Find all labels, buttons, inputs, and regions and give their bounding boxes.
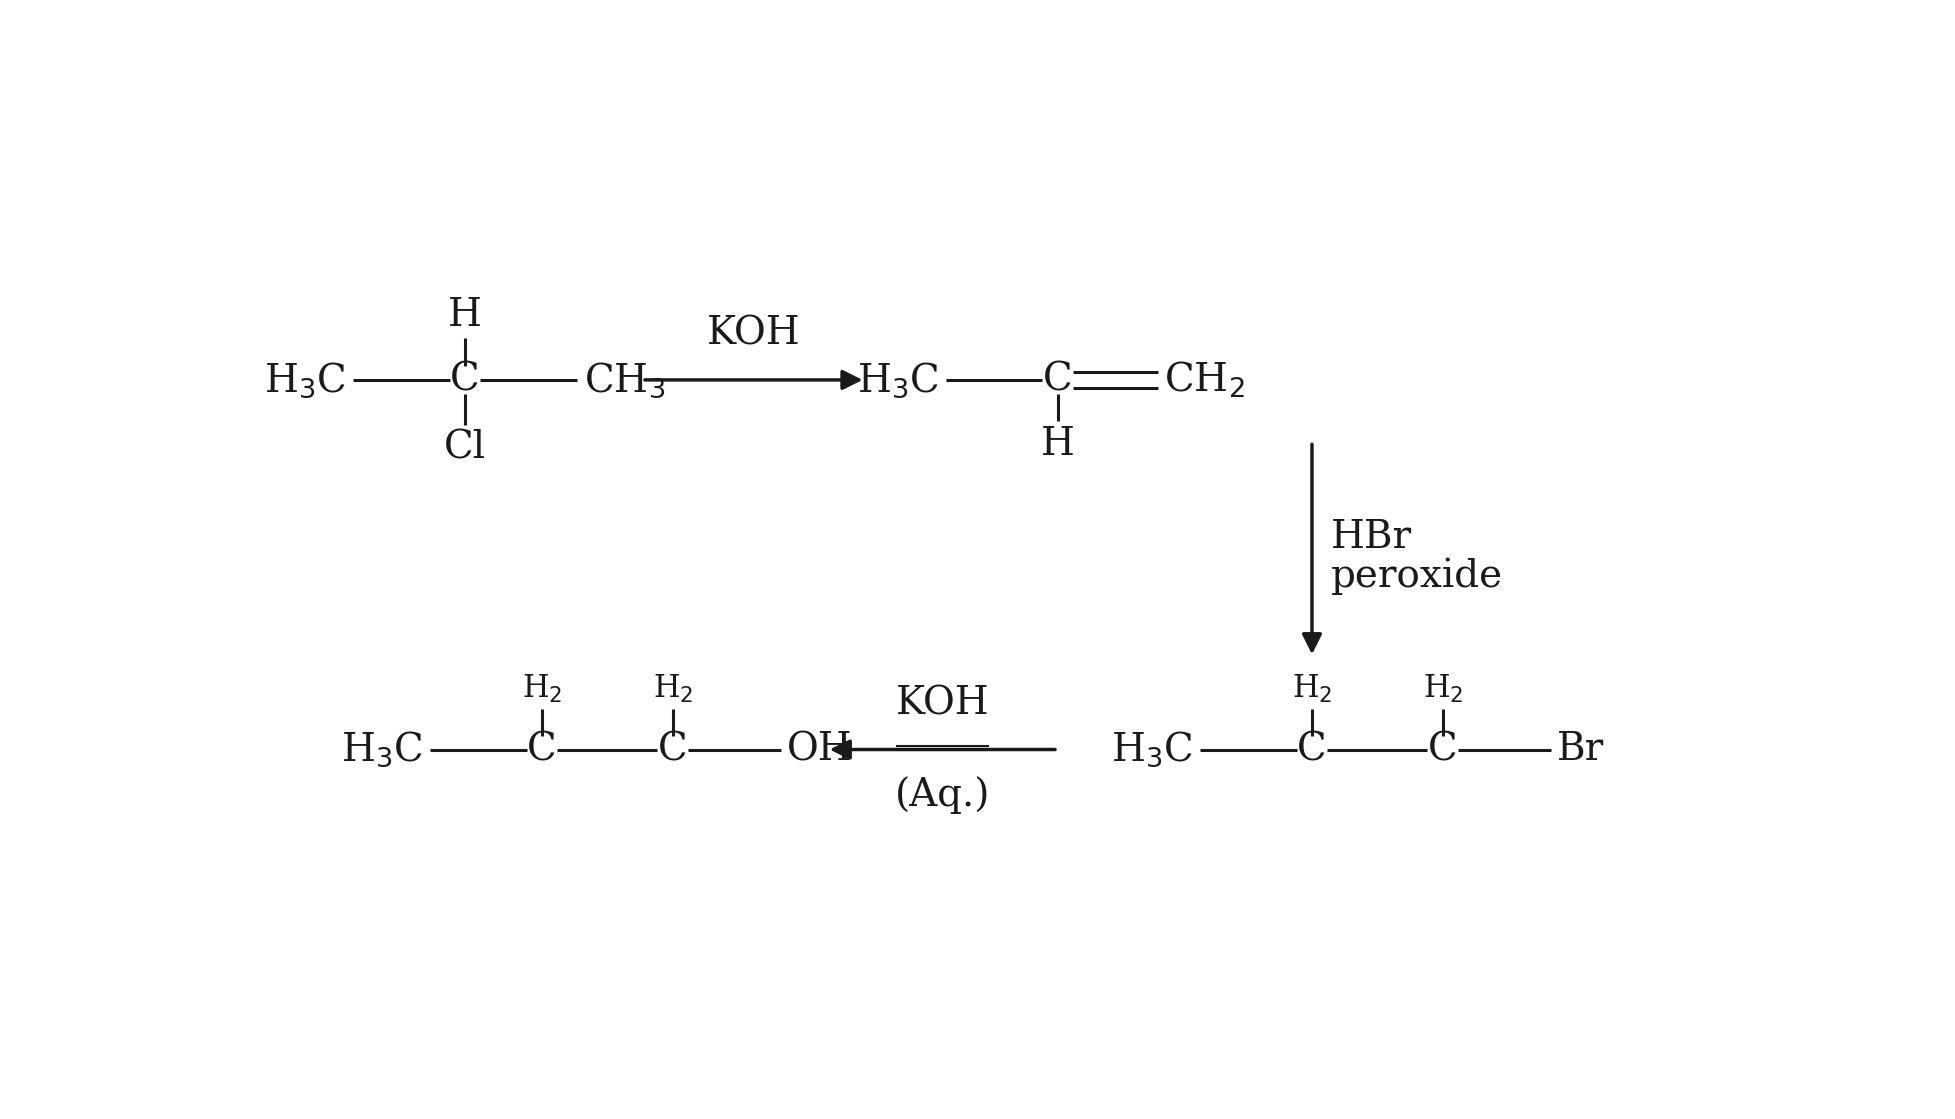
Text: C: C bbox=[528, 731, 557, 768]
Text: KOH: KOH bbox=[706, 316, 800, 352]
Text: C: C bbox=[450, 361, 479, 398]
Text: KOH: KOH bbox=[895, 686, 989, 723]
Text: C: C bbox=[1042, 361, 1071, 398]
Text: C: C bbox=[1427, 731, 1456, 768]
Text: C: C bbox=[1296, 731, 1325, 768]
Text: H$_3$C: H$_3$C bbox=[340, 730, 422, 769]
Text: Cl: Cl bbox=[444, 430, 485, 467]
Text: H: H bbox=[448, 297, 481, 333]
Text: H: H bbox=[1040, 426, 1075, 463]
Text: C: C bbox=[657, 731, 688, 768]
Text: OH: OH bbox=[786, 731, 852, 768]
Text: H$_3$C: H$_3$C bbox=[1110, 730, 1193, 769]
Text: HBr: HBr bbox=[1331, 519, 1412, 556]
Text: H$_2$: H$_2$ bbox=[1421, 673, 1462, 705]
Text: (Aq.): (Aq.) bbox=[893, 777, 989, 815]
Text: peroxide: peroxide bbox=[1331, 557, 1503, 595]
Text: CH$_2$: CH$_2$ bbox=[1163, 360, 1243, 401]
Text: H$_2$: H$_2$ bbox=[522, 673, 561, 705]
Text: H$_3$C: H$_3$C bbox=[264, 360, 346, 399]
Text: H$_2$: H$_2$ bbox=[1290, 673, 1331, 705]
Text: H$_2$: H$_2$ bbox=[653, 673, 692, 705]
Text: H$_3$C: H$_3$C bbox=[856, 360, 938, 399]
Text: Br: Br bbox=[1556, 731, 1603, 768]
Text: CH$_3$: CH$_3$ bbox=[585, 360, 665, 399]
